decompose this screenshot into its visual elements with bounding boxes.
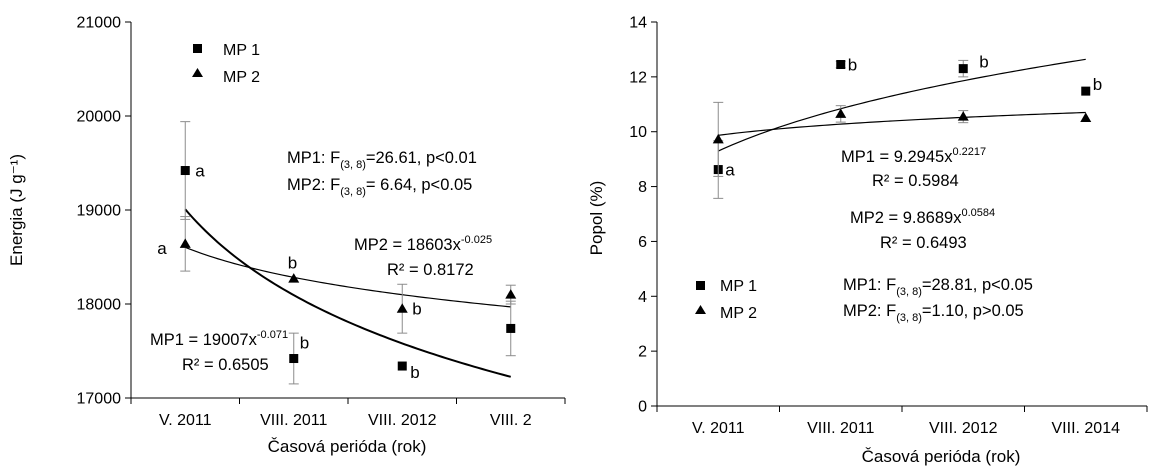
x-tick-label: VIII. 2011 bbox=[807, 420, 874, 437]
point-mp1 bbox=[397, 361, 407, 371]
equation-mp2: MP2 = 9.8689x0.0584 bbox=[850, 207, 995, 227]
y-tick-label: 6 bbox=[638, 234, 647, 251]
equation-mp1: MP1 = 19007x-0.071 bbox=[150, 329, 288, 349]
stats-mp1: MP1: F(3, 8)=28.81, p<0.05 bbox=[843, 276, 1033, 298]
point-mp2 bbox=[288, 273, 300, 283]
point-letter-mp2: b bbox=[288, 254, 297, 273]
r2-mp1: R² = 0.5984 bbox=[872, 172, 959, 190]
point-letter-mp1: b bbox=[300, 334, 309, 353]
x-tick-label: VIII. 2 bbox=[490, 412, 532, 429]
y-tick-label: 4 bbox=[638, 289, 647, 306]
legend-mp1-label: MP 1 bbox=[720, 278, 757, 295]
y-tick-label: 20000 bbox=[77, 109, 122, 126]
point-mp2 bbox=[396, 303, 408, 313]
legend-mp1-square-icon bbox=[696, 281, 705, 290]
x-tick-label: VIII. 2011 bbox=[260, 412, 327, 429]
y-tick-label: 19000 bbox=[77, 203, 122, 220]
trendline-mp2 bbox=[185, 246, 511, 308]
point-letter-mp2: a bbox=[157, 239, 167, 258]
x-tick-label: V. 2011 bbox=[692, 420, 745, 437]
x-tick-label: V. 2011 bbox=[159, 412, 212, 429]
r2-mp2: R² = 0.8172 bbox=[387, 261, 474, 279]
y-tick-label: 18000 bbox=[77, 297, 122, 314]
x-tick-label: VIII. 2012 bbox=[929, 420, 998, 437]
r2-mp2: R² = 0.6493 bbox=[880, 234, 967, 252]
y-tick-label: 2 bbox=[638, 344, 647, 361]
point-letter-mp1: b bbox=[410, 363, 419, 382]
x-tick-label: VIII. 2012 bbox=[368, 412, 437, 429]
point-mp2 bbox=[1080, 112, 1092, 122]
stats-mp2: MP2: F(3, 8)= 6.64, p<0.05 bbox=[287, 176, 472, 198]
point-letter-mp1: b bbox=[979, 53, 988, 72]
point-mp2 bbox=[179, 238, 191, 248]
trendline-mp1 bbox=[718, 58, 1086, 152]
equation-mp1: MP1 = 9.2945x0.2217 bbox=[841, 146, 986, 166]
legend-mp2-label: MP 2 bbox=[223, 69, 260, 86]
point-mp1 bbox=[958, 64, 968, 74]
legend-mp1-label: MP 1 bbox=[223, 42, 260, 59]
y-tick-label: 12 bbox=[629, 69, 647, 86]
point-letter-mp1: b bbox=[1093, 75, 1102, 94]
y-axis-title: Popol (%) bbox=[587, 181, 606, 256]
legend-mp1-square-icon bbox=[193, 44, 202, 53]
stats-mp1: MP1: F(3, 8)=26.61, p<0.01 bbox=[287, 149, 477, 171]
energy-chart: Energia (J g⁻¹) Časová perióda (rok) MP … bbox=[7, 15, 566, 456]
point-mp1 bbox=[836, 60, 846, 70]
y-tick-label: 10 bbox=[629, 124, 647, 141]
y-tick-label: 21000 bbox=[77, 15, 122, 32]
point-mp2 bbox=[957, 111, 969, 121]
point-mp1 bbox=[180, 166, 190, 176]
legend-mp2-label: MP 2 bbox=[720, 305, 757, 322]
point-letter-mp1: b bbox=[848, 56, 857, 75]
legend-mp2-triangle-icon bbox=[695, 305, 706, 314]
point-mp2 bbox=[505, 289, 517, 299]
point-letter-mp1: a bbox=[195, 162, 205, 181]
y-tick-label: 8 bbox=[638, 179, 647, 196]
ash-chart: Popol (%) Časová perióda (rok) MP 1 MP 2… bbox=[587, 15, 1148, 466]
trendline-mp2 bbox=[718, 111, 1086, 136]
point-mp2 bbox=[712, 133, 724, 144]
x-axis-title: Časová perióda (rok) bbox=[268, 437, 427, 456]
trendline-mp1 bbox=[184, 208, 512, 378]
point-mp1 bbox=[289, 354, 299, 364]
equation-mp2: MP2 = 18603x-0.025 bbox=[354, 234, 492, 254]
legend-mp2-triangle-icon bbox=[192, 68, 203, 77]
r2-mp1: R² = 0.6505 bbox=[182, 356, 269, 374]
y-axis-title: Energia (J g⁻¹) bbox=[7, 154, 26, 266]
point-mp2 bbox=[835, 108, 847, 118]
x-tick-label: VIII. 2014 bbox=[1052, 420, 1121, 437]
point-letter-mp2: b bbox=[412, 300, 421, 319]
point-mp1 bbox=[506, 323, 516, 333]
point-mp1 bbox=[1081, 86, 1091, 96]
stats-mp2: MP2: F(3, 8)=1.10, p>0.05 bbox=[843, 302, 1024, 324]
point-letter-mp1: a bbox=[725, 161, 735, 180]
y-tick-label: 17000 bbox=[77, 391, 122, 408]
y-tick-label: 0 bbox=[638, 399, 647, 416]
y-tick-label: 14 bbox=[629, 15, 647, 32]
x-axis-title: Časová perióda (rok) bbox=[862, 447, 1021, 466]
